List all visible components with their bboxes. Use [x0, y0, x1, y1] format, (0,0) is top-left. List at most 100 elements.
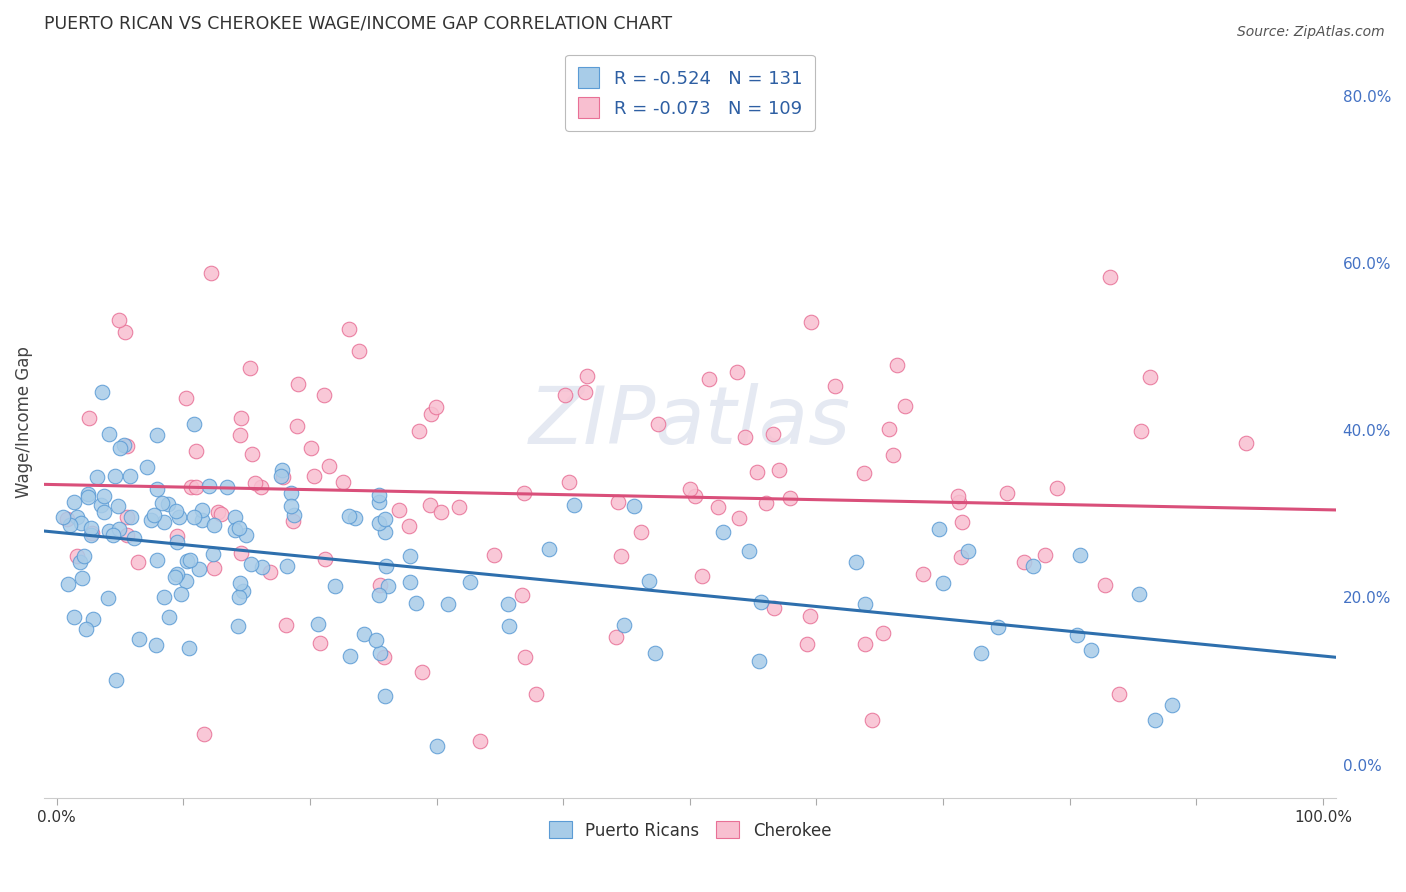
Point — [80, 528, 103, 542]
Point — [115, 438, 138, 452]
Point — [344, 511, 367, 525]
Point — [683, 489, 706, 503]
Point — [1160, 698, 1182, 712]
Point — [271, 463, 294, 477]
Point — [411, 665, 433, 679]
Point — [1234, 436, 1257, 450]
Point — [307, 617, 329, 632]
Point — [946, 489, 969, 503]
Point — [143, 508, 166, 523]
Point — [366, 632, 388, 647]
Point — [796, 637, 818, 651]
Point — [800, 315, 823, 329]
Point — [498, 598, 520, 612]
Point — [398, 575, 420, 590]
Point — [877, 422, 900, 436]
Point — [314, 387, 336, 401]
Point — [420, 407, 443, 421]
Point — [215, 480, 238, 494]
Point — [229, 575, 252, 590]
Point — [70, 571, 93, 585]
Point — [63, 610, 86, 624]
Point — [419, 498, 441, 512]
Point — [557, 475, 579, 490]
Point — [104, 673, 127, 688]
Point — [1069, 548, 1091, 562]
Point — [1098, 270, 1121, 285]
Point — [120, 510, 142, 524]
Point — [191, 513, 214, 527]
Point — [240, 446, 263, 460]
Point — [69, 555, 91, 569]
Point — [1128, 586, 1150, 600]
Point — [139, 513, 162, 527]
Point — [1012, 555, 1035, 569]
Point — [128, 632, 150, 646]
Point — [554, 387, 576, 401]
Point — [1130, 424, 1153, 438]
Point — [207, 505, 229, 519]
Point — [368, 516, 391, 531]
Point — [745, 465, 768, 479]
Point — [302, 469, 325, 483]
Point — [1139, 369, 1161, 384]
Point — [77, 410, 100, 425]
Text: Source: ZipAtlas.com: Source: ZipAtlas.com — [1237, 25, 1385, 39]
Point — [180, 480, 202, 494]
Point — [91, 384, 114, 399]
Point — [886, 358, 908, 372]
Point — [259, 565, 281, 579]
Point — [167, 509, 190, 524]
Point — [59, 518, 82, 533]
Point — [90, 498, 112, 512]
Point — [498, 619, 520, 633]
Point — [239, 557, 262, 571]
Point — [101, 528, 124, 542]
Point — [193, 727, 215, 741]
Point — [108, 523, 131, 537]
Point — [374, 559, 396, 574]
Point — [245, 476, 267, 491]
Point — [179, 641, 201, 656]
Point — [606, 495, 628, 509]
Point — [56, 512, 79, 526]
Point — [202, 560, 225, 574]
Point — [176, 554, 198, 568]
Point — [1094, 578, 1116, 592]
Point — [799, 608, 821, 623]
Point — [1035, 549, 1057, 563]
Point — [337, 508, 360, 523]
Point — [228, 427, 250, 442]
Point — [337, 322, 360, 336]
Point — [970, 646, 993, 660]
Point — [995, 486, 1018, 500]
Point — [928, 523, 950, 537]
Point — [332, 475, 354, 489]
Point — [187, 562, 209, 576]
Point — [202, 517, 225, 532]
Point — [853, 636, 876, 650]
Point — [108, 441, 131, 455]
Point — [697, 372, 720, 386]
Point — [436, 597, 458, 611]
Point — [299, 442, 322, 456]
Point — [987, 620, 1010, 634]
Point — [762, 600, 785, 615]
Point — [287, 419, 309, 434]
Point — [515, 649, 537, 664]
Point — [191, 503, 214, 517]
Point — [157, 610, 180, 624]
Point — [374, 525, 396, 540]
Point — [824, 379, 846, 393]
Point — [911, 566, 934, 581]
Point — [1080, 642, 1102, 657]
Point — [66, 549, 89, 563]
Point — [183, 510, 205, 524]
Point — [405, 596, 427, 610]
Point — [1108, 687, 1130, 701]
Point — [287, 377, 309, 392]
Point — [76, 490, 98, 504]
Point — [97, 591, 120, 606]
Point — [862, 713, 884, 727]
Point — [145, 639, 167, 653]
